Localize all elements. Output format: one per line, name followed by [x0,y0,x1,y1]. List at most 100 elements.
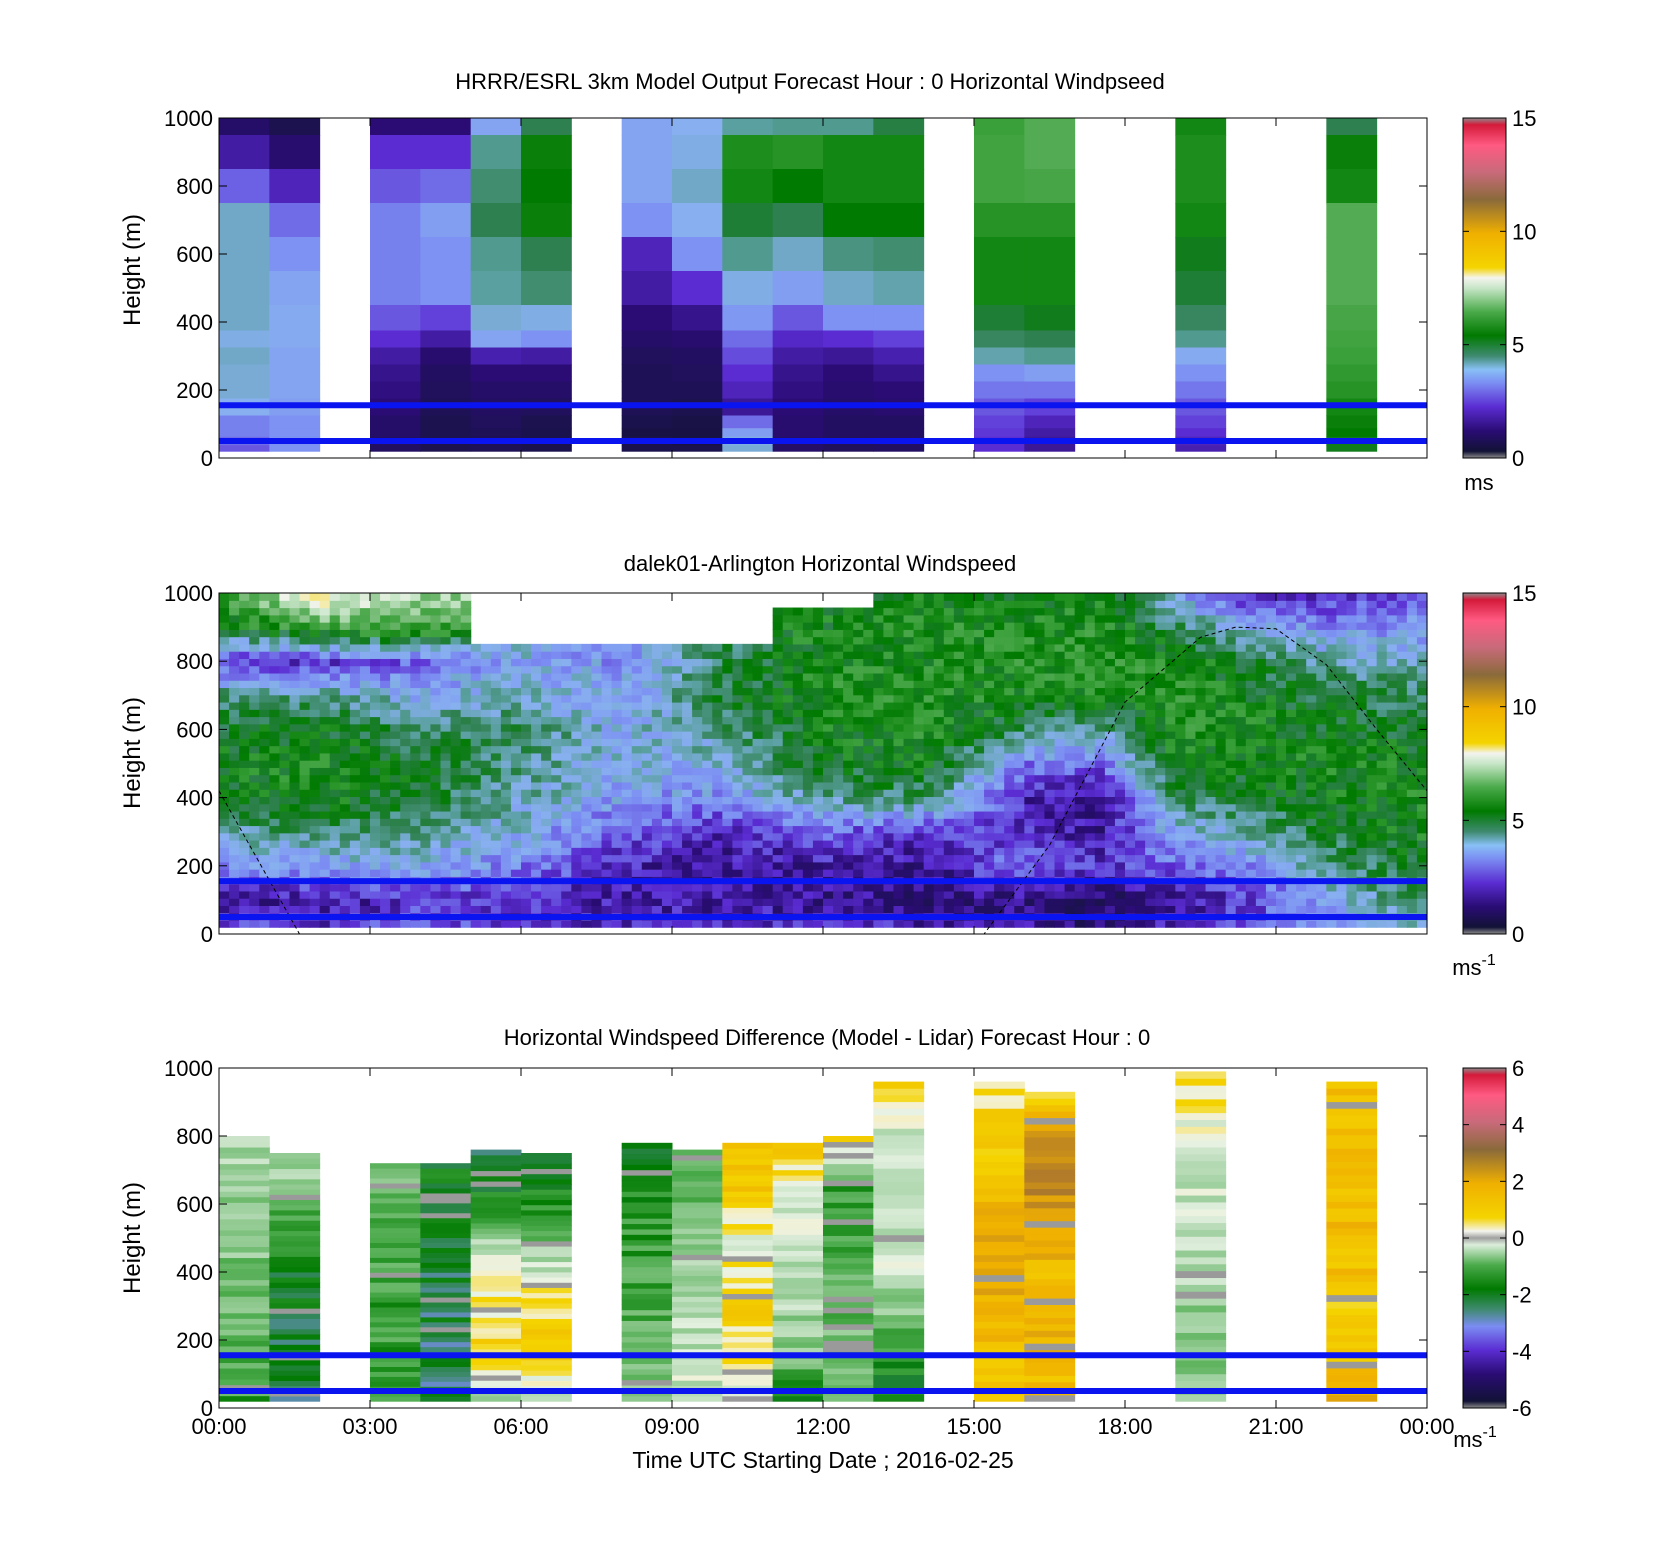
model-cell [772,381,824,399]
lidar-cell [480,781,492,790]
lidar-cell [772,883,784,892]
lidar-cell [651,883,663,892]
lidar-cell [943,861,955,870]
lidar-cell [359,636,371,645]
lidar-cell [541,672,552,681]
lidar-cell [1024,643,1035,652]
lidar-cell [1145,832,1156,841]
lidar-cell [1074,622,1086,630]
lidar-cell [339,600,351,609]
lidar-cell [1145,731,1156,739]
model-cell [219,305,270,331]
lidar-cell [541,861,552,870]
lidar-cell [400,701,411,710]
lidar-cell [1185,818,1197,827]
lidar-cell [510,905,522,914]
lidar-cell [440,767,452,776]
lidar-cell [853,919,864,928]
lidar-cell [1195,600,1207,609]
lidar-cell [661,869,673,877]
lidar-cell [873,919,884,928]
lidar-cell [289,716,301,725]
lidar-cell [933,789,945,798]
lidar-cell [601,701,613,710]
lidar-cell [239,672,250,681]
model-cell [1175,203,1227,238]
lidar-cell [802,709,814,718]
lidar-cell [1014,636,1025,645]
lidar-cell [1195,883,1207,892]
lidar-cell [359,694,371,703]
model-cell [521,305,572,331]
lidar-cell [833,607,844,616]
lidar-cell [430,818,442,827]
lidar-cell [802,665,814,674]
lidar-cell [923,818,935,827]
model-cell [521,428,572,438]
lidar-cell [1276,825,1287,834]
lidar-cell [833,810,844,819]
lidar-cell [1004,840,1015,848]
lidar-cell [823,694,834,703]
lidar-cell [229,789,240,798]
lidar-cell [420,687,431,696]
lidar-cell [722,752,733,761]
lidar-cell [1255,672,1267,681]
lidar-cell [1245,890,1257,899]
model-cell [1024,135,1076,170]
lidar-cell [823,890,834,899]
lidar-cell [1155,825,1166,834]
lidar-cell [853,701,864,710]
lidar-cell [1034,898,1046,906]
lidar-cell [772,643,784,652]
lidar-cell [229,810,240,819]
lidar-cell [1084,709,1096,718]
lidar-cell [1245,701,1257,710]
lidar-cell [420,760,431,768]
lidar-cell [752,810,764,819]
lidar-cell [933,869,945,877]
lidar-cell [359,701,371,710]
lidar-cell [390,745,401,754]
lidar-cell [571,847,582,856]
lidar-cell [1064,781,1076,790]
lidar-cell [853,789,864,798]
lidar-cell [249,760,260,768]
lidar-cell [863,709,874,718]
lidar-cell [1125,672,1136,681]
lidar-cell [963,832,975,841]
lidar-cell [1195,919,1207,928]
lidar-cell [219,898,230,906]
lidar-cell [1245,825,1257,834]
lidar-cell [953,781,965,790]
lidar-cell [601,767,613,776]
lidar-cell [359,614,371,623]
lidar-cell [359,643,371,652]
lidar-cell [792,680,804,689]
lidar-cell [1225,869,1237,877]
lidar-cell [802,905,814,914]
lidar-cell [873,738,884,747]
lidar-cell [229,847,240,856]
lidar-cell [269,629,280,638]
lidar-cell [571,905,582,914]
lidar-cell [1245,818,1257,827]
lidar-cell [541,738,552,747]
lidar-cell [1276,767,1287,776]
lidar-cell [510,781,522,790]
lidar-cell [611,665,623,674]
model-cell [974,428,1025,438]
lidar-cell [792,883,804,892]
lidar-cell [953,810,965,819]
lidar-cell [1064,810,1076,819]
lidar-cell [329,869,341,877]
lidar-cell [601,869,613,877]
lidar-cell [1205,745,1217,754]
lidar-cell [742,832,754,841]
lidar-cell [812,810,824,819]
lidar-cell [792,840,804,848]
lidar-cell [289,687,301,696]
lidar-cell [1034,672,1046,681]
lidar-cell [390,709,401,718]
lidar-cell [531,890,542,899]
